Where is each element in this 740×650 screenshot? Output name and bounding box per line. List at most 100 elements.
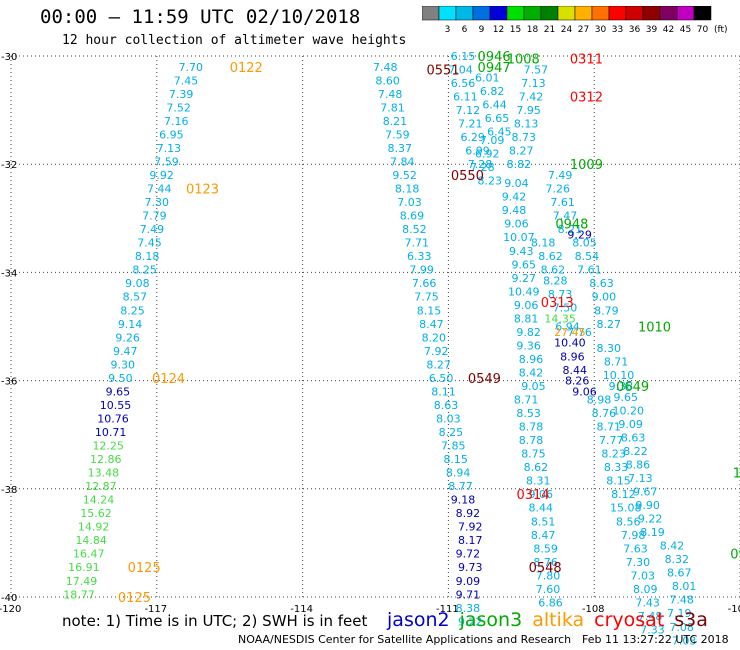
wave-height-value: 9.05 [521, 380, 546, 393]
wave-height-value: 8.33 [604, 461, 629, 474]
wave-height-value: 6.01 [475, 72, 500, 85]
credit-text: NOAA/NESDIS Center for Satellite Applica… [238, 633, 572, 646]
wave-height-value: 15.62 [80, 507, 112, 520]
wave-height-value: 16.47 [73, 548, 105, 561]
wave-height-value: 8.52 [402, 223, 427, 236]
track-t17: 9.29 10.408.968.448.269.06 [554, 229, 597, 399]
wave-height-value: 7.84 [390, 155, 415, 168]
wave-height-value: 7.85 [441, 440, 466, 453]
wave-height-value: 9.18 [451, 494, 476, 507]
scale-label: 39 [646, 25, 658, 35]
wave-height-value: 9.09 [618, 418, 643, 431]
wave-height-value: 8.56 [616, 515, 641, 528]
wave-height-value: 9.04 [504, 177, 529, 190]
wave-height-value: 7.39 [169, 88, 194, 101]
track-t21: 8.988.768.717.778.238.338.158.1215.088.5… [587, 394, 665, 637]
wave-height-value: 7.21 [458, 118, 483, 131]
wave-height-value: 10.76 [97, 412, 129, 425]
wave-height-value: 8.21 [558, 223, 583, 236]
wave-height-value: 6.56 [451, 77, 476, 90]
pass-time-label: 1008 [507, 53, 540, 68]
longitude-label: -111 [436, 604, 459, 615]
wave-height-value: 17.49 [66, 575, 98, 588]
wave-height-value: 8.23 [601, 448, 626, 461]
satellite-cryosat: cryosat [594, 609, 665, 631]
wave-height-value: 7.63 [623, 542, 648, 555]
wave-height-value: 7.61 [577, 264, 602, 277]
scale-label: 45 [680, 25, 691, 35]
wave-height-value: 8.54 [575, 250, 600, 263]
wave-height-value: 9.71 [456, 588, 481, 601]
wave-height-value: 8.12 [611, 488, 636, 501]
pass-time-label: 0551 [427, 64, 460, 79]
wave-height-value: 7.08 [669, 621, 694, 634]
wave-height-value: 8.77 [448, 480, 473, 493]
wave-height-value: 8.20 [422, 331, 447, 344]
satellite-altika: altika [532, 609, 585, 631]
wave-height-value: 9.48 [502, 204, 527, 217]
wave-height-value: 8.37 [388, 142, 413, 155]
scale-label: 3 [445, 25, 451, 35]
wave-height-value: 9.50 [108, 372, 133, 385]
swh-color-scale: 3 6 9 12 15 18 21 24 27 30 33 36 39 42 45 70 (ft) [422, 6, 728, 35]
wave-height-value: 7.48 [638, 610, 663, 623]
wave-height-value: 7.77 [599, 434, 624, 447]
wave-height-value: 8.75 [521, 448, 546, 461]
wave-height-value: 9.65 [614, 391, 639, 404]
wave-height-value: 8.47 [419, 318, 444, 331]
wave-height-value: 8.71 [514, 394, 539, 407]
track-t22: 8.017.487.197.087.037.2 [667, 580, 696, 650]
wave-height-value: 8.63 [434, 399, 459, 412]
wave-height-value: 6.15 [451, 50, 476, 63]
wave-height-value: 8.59 [533, 542, 558, 555]
pass-time-label: 0947 [478, 61, 511, 76]
wave-height-value: 8.73 [548, 288, 573, 301]
wave-height-value: 8.63 [589, 277, 614, 290]
wave-height-value: 14.92 [78, 521, 110, 534]
wave-height-value: 14.24 [83, 494, 115, 507]
pass-time-label: 0946 [478, 50, 511, 65]
wave-height-value: 7.13 [628, 472, 653, 485]
wave-height-value: 6.65 [485, 112, 510, 125]
wave-height-value: 7.43 [635, 596, 660, 609]
latitude-label: -38 [1, 485, 17, 496]
satellite-jason2: jason2 [387, 609, 450, 631]
wave-height-value: 9.22 [638, 513, 663, 526]
wave-height-value: 8.22 [623, 445, 648, 458]
wave-height-value: 8.18 [135, 250, 160, 263]
longitude-label: -108 [582, 604, 605, 615]
wave-height-value: 10.71 [95, 426, 127, 439]
wave-height-value: 8.18 [395, 183, 420, 196]
track-t9: 9.188.927.928.179.729.739.099.71 [451, 494, 483, 602]
track-t1: 7.707.457.397.527.166.957.137.59 [154, 61, 203, 169]
satellite-jason3: jason3 [459, 609, 523, 631]
track-t7: 9.528.187.038.698.527.716.337.997.667.75… [392, 169, 453, 385]
wave-height-value: 7.81 [380, 101, 405, 114]
pass-time-label: 0549 [468, 372, 501, 387]
wave-height-value: 8.98 [587, 394, 612, 407]
wave-height-value: 9.42 [502, 191, 527, 204]
wave-height-value: 9.06 [514, 299, 539, 312]
pass-time-label: 0948 [555, 218, 588, 233]
wave-height-value: 14.35 [544, 312, 576, 325]
wave-height-value: 8.79 [594, 304, 619, 317]
wave-height-value: 8.76 [592, 407, 617, 420]
wave-height-value: 8.86 [626, 458, 651, 471]
pass-time-labels: 0122 0123 0124 0125 0125 0551 0550 0549 0548 0946… [118, 50, 740, 606]
altimeter-tracks: 7.707.457.397.527.166.957.137.599.927.44… [63, 50, 696, 650]
wave-height-value: 7.59 [385, 128, 410, 141]
latitude-label: -40 [1, 593, 17, 604]
pass-time-label: 0312 [570, 91, 603, 106]
wave-height-value: 7.45 [174, 74, 199, 87]
wave-height-value: 9.27 [511, 272, 536, 285]
wave-height-value: 9.29 [567, 229, 592, 242]
wave-height-value: 7.03 [672, 634, 697, 647]
wave-height-value: 7.30 [145, 196, 170, 209]
wave-height-value: 9.06 [504, 218, 529, 231]
wave-height-value: 7.92 [424, 345, 449, 358]
longitude-label: -117 [144, 604, 167, 615]
track-t13: 7.577.137.427.958.138.738.278.82 9.049.42… [502, 64, 548, 393]
track-t19: 14.35 [544, 312, 576, 325]
wave-height-value: 10.55 [100, 399, 132, 412]
wave-height-value: 7.44 [147, 183, 172, 196]
